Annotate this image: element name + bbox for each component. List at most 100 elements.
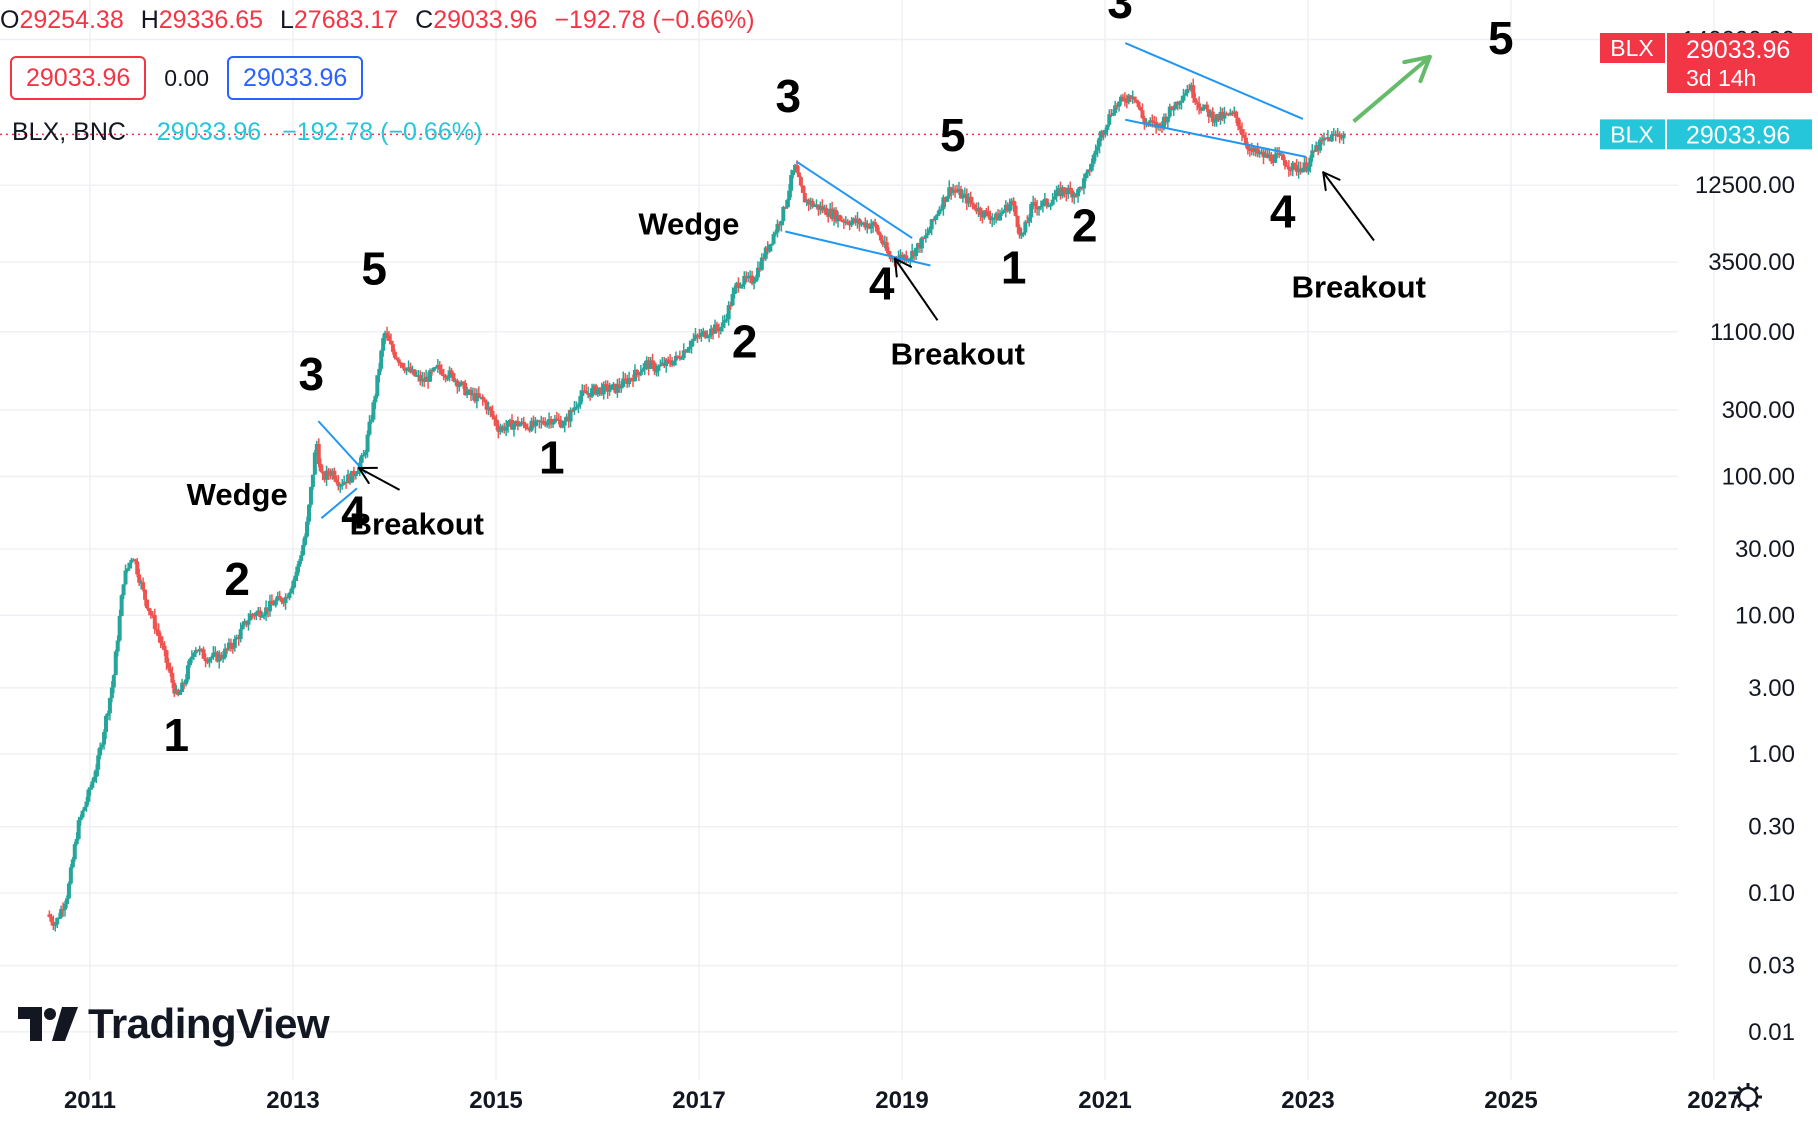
candle-body [122, 584, 126, 595]
gear-ring [1739, 1088, 1757, 1106]
candle-body [1133, 97, 1137, 100]
y-tick-label: 0.10 [1748, 880, 1795, 907]
candle-body [608, 390, 612, 392]
symbol-value: 29033.96 [157, 118, 261, 146]
candle-body [239, 629, 243, 639]
wave-number-label: 3 [776, 70, 802, 122]
y-tick-label: 1.00 [1748, 741, 1795, 768]
price-tag-countdown: 3d 14h [1686, 65, 1756, 91]
candle-body [67, 883, 71, 898]
buy-button[interactable]: 29033.96 [227, 56, 363, 100]
candle-body [143, 590, 147, 600]
wave-number-label: 3 [298, 348, 324, 400]
candle-body [791, 170, 795, 175]
trade-buttons: 29033.96 0.00 29033.96 [10, 55, 363, 101]
symbol-legend[interactable]: BLX, BNC 29033.96 −192.78 (−0.66%) [12, 118, 482, 147]
candle-body [635, 370, 639, 373]
candle-body [1342, 135, 1346, 138]
candle-body [287, 593, 291, 598]
sell-button[interactable]: 29033.96 [10, 56, 146, 100]
price-axis[interactable]: 140000.0012500.003500.001100.00300.00100… [1682, 27, 1795, 1046]
candle-body [971, 202, 975, 204]
candle-body [1051, 200, 1055, 205]
candle-body [118, 616, 122, 640]
candle-body [1205, 105, 1209, 110]
y-tick-label: 1100.00 [1710, 319, 1795, 346]
y-tick-label: 3500.00 [1708, 249, 1795, 276]
candle-body [141, 582, 145, 590]
candle-body [639, 372, 643, 375]
y-tick-label: 300.00 [1722, 397, 1795, 424]
candle-body [1137, 102, 1141, 107]
candle-body [163, 646, 167, 650]
wave-number-label: 2 [224, 553, 250, 605]
candle-body [1023, 222, 1027, 233]
wave-number-label: 4 [1270, 185, 1296, 237]
gear-icon[interactable] [1734, 1083, 1762, 1111]
price-tag-value: 29033.96 [1686, 121, 1790, 149]
annotation-label: Breakout [1292, 269, 1426, 304]
candle-body [1287, 167, 1291, 170]
candle-body [73, 844, 77, 859]
wave-number-label: 1 [539, 431, 565, 483]
annotation-label: Breakout [350, 507, 484, 542]
y-tick-label: 100.00 [1722, 463, 1795, 490]
wave-number-label: 5 [940, 109, 966, 161]
candle-body [1014, 206, 1018, 216]
x-tick-label: 2013 [266, 1087, 319, 1114]
x-tick-label: 2027 [1687, 1087, 1740, 1114]
x-tick-label: 2021 [1078, 1087, 1131, 1114]
tradingview-logo-text: TradingView [88, 1000, 329, 1048]
x-tick-label: 2023 [1281, 1087, 1334, 1114]
wave-number-label: 1 [1001, 241, 1027, 293]
y-tick-label: 0.01 [1748, 1019, 1795, 1046]
trendline [1125, 43, 1303, 119]
trendlines [318, 43, 1306, 518]
wave-number-label: 2 [1072, 200, 1098, 252]
tradingview-logo-icon [18, 1007, 78, 1041]
y-tick-label: 10.00 [1735, 602, 1795, 629]
price-tag-symbol: BLX [1610, 35, 1653, 61]
candle-body [799, 177, 803, 185]
candle-body [1181, 96, 1185, 101]
annotation-label: Wedge [187, 477, 288, 512]
candle-body [1172, 109, 1176, 111]
candle-body [299, 555, 303, 561]
candle-body [781, 207, 785, 221]
candle-body [69, 867, 73, 883]
symbol-name: BLX, BNC [12, 118, 126, 146]
x-tick-label: 2015 [469, 1087, 522, 1114]
y-tick-label: 0.30 [1748, 814, 1795, 841]
candle-body [563, 421, 567, 426]
wave-number-label: 5 [361, 243, 387, 295]
price-tag-symbol: BLX [1610, 121, 1653, 147]
trendline [1125, 120, 1306, 157]
candle-body [1234, 112, 1238, 118]
spread-value: 0.00 [164, 65, 209, 92]
y-tick-label: 0.03 [1748, 953, 1795, 980]
wave-number-label: 1 [163, 709, 189, 761]
annotation-label: Breakout [891, 336, 1025, 371]
grid-lines [0, 0, 1714, 1080]
x-tick-label: 2017 [672, 1087, 725, 1114]
candle-body [233, 639, 237, 648]
arrow-shaft [1323, 172, 1374, 240]
ohlc-legend: O29254.38 H29336.65 L27683.17 C29033.96 … [0, 6, 755, 35]
x-tick-label: 2025 [1484, 1087, 1537, 1114]
y-tick-label: 30.00 [1735, 536, 1795, 563]
y-tick-label: 12500.00 [1695, 172, 1795, 199]
wave-number-label: 5 [1488, 12, 1514, 64]
candle-body [354, 474, 358, 476]
x-tick-label: 2011 [64, 1087, 116, 1114]
trendline [318, 421, 366, 473]
candle-body [311, 475, 315, 487]
annotation-label: Wedge [638, 207, 739, 242]
candle-body [926, 233, 930, 235]
candle-body [246, 620, 250, 624]
tradingview-logo[interactable]: TradingView [18, 1000, 329, 1048]
